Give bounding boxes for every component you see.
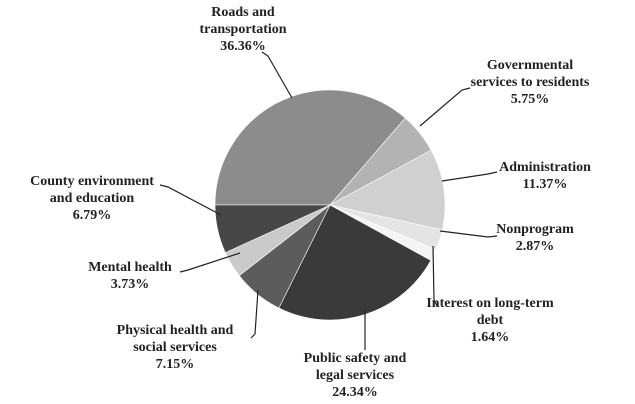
slice-label: Roads and transportation (199, 5, 286, 37)
leader-line (441, 171, 498, 182)
slice-label: Public safety and legal services (304, 351, 407, 383)
leader-line (432, 245, 438, 307)
slice-label: Mental health (88, 260, 172, 275)
leader-line (261, 51, 293, 99)
leader-line (439, 230, 498, 238)
pie-slice (214, 204, 331, 253)
pie-slice (329, 149, 446, 231)
value-label: 6.79% (73, 208, 112, 223)
leader-line (419, 87, 471, 127)
value-label: 36.36% (220, 39, 266, 54)
slice-label: Nonprogram (496, 222, 574, 237)
value-label: 1.64% (471, 330, 510, 345)
leader-line (179, 252, 241, 273)
slice-label: Interest on long-term debt (426, 296, 554, 328)
value-label: 3.73% (111, 277, 150, 292)
value-label: 7.15% (156, 357, 195, 372)
slice-label: County environment and education (30, 174, 154, 206)
value-label: 2.87% (516, 239, 555, 254)
pie-slice (214, 89, 406, 206)
leader-line (159, 184, 222, 216)
pie (214, 89, 446, 321)
slice-label: Governmental services to residents (471, 58, 590, 90)
leader-line (250, 289, 259, 339)
value-label: 5.75% (511, 92, 550, 107)
value-label: 11.37% (523, 177, 568, 192)
value-label: 24.34% (332, 385, 378, 400)
slice-label: Administration (499, 160, 591, 175)
slice-label: Physical health and social services (117, 323, 234, 355)
